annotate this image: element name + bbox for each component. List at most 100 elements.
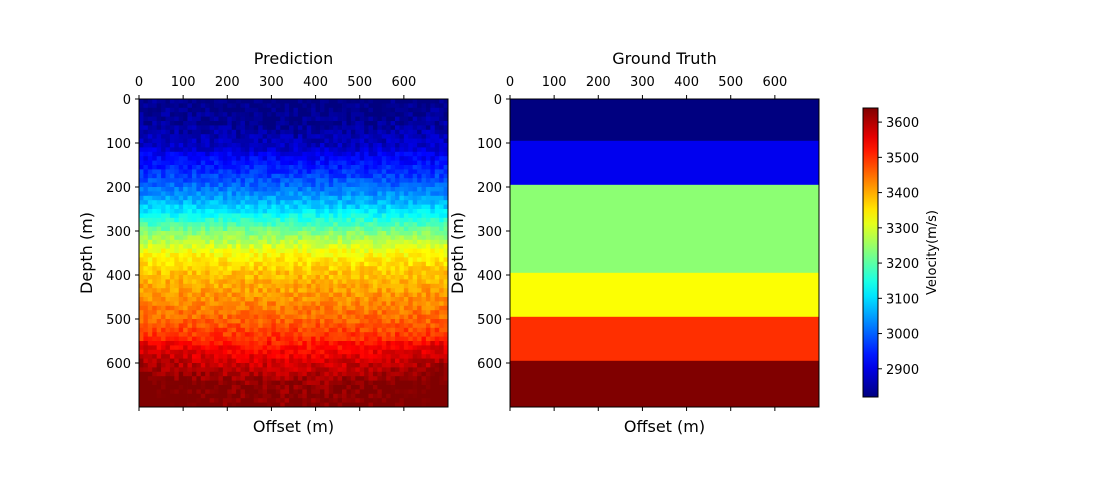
heatmap-cell [390, 332, 396, 337]
heatmap-cell [267, 156, 272, 161]
heatmap-cell [439, 147, 444, 153]
heatmap-cell [200, 99, 206, 104]
heatmap-cell [165, 279, 171, 285]
heatmap-cell [209, 151, 215, 157]
heatmap-cell [430, 349, 436, 355]
heatmap-cell [227, 147, 233, 153]
heatmap-cell [200, 244, 206, 249]
heatmap-cell [311, 253, 316, 258]
heatmap-cell [253, 134, 259, 139]
heatmap-cell [342, 200, 347, 205]
heatmap-cell [342, 239, 347, 245]
heatmap-cell [386, 332, 392, 337]
heatmap-cell [262, 107, 268, 113]
heatmap-cell [319, 217, 325, 223]
heatmap-cell [333, 160, 339, 166]
heatmap-cell [227, 125, 233, 131]
heatmap-cell [408, 393, 414, 399]
heatmap-cell [209, 261, 215, 267]
heatmap-cell [289, 200, 294, 205]
heatmap-cell [147, 297, 153, 302]
heatmap-cell [324, 402, 330, 408]
heatmap-cell [178, 204, 184, 210]
heatmap-cell [249, 191, 255, 197]
heatmap-cell [319, 354, 325, 359]
heatmap-cell [209, 160, 215, 166]
heatmap-cell [408, 173, 414, 179]
heatmap-cell [231, 402, 237, 408]
heatmap-cell [342, 182, 347, 188]
heatmap-cell [284, 323, 290, 329]
heatmap-cell [377, 266, 383, 271]
heatmap-cell [161, 222, 166, 227]
heatmap-cell [350, 358, 356, 364]
heatmap-cell [342, 257, 347, 263]
heatmap-cell [196, 173, 202, 179]
heatmap-cell [156, 121, 162, 126]
heatmap-cell [249, 371, 255, 377]
heatmap-cell [421, 99, 427, 104]
heatmap-cell [430, 187, 436, 192]
heatmap-cell [377, 261, 383, 267]
heatmap-cell [364, 129, 369, 135]
heatmap-cell [412, 253, 418, 258]
heatmap-cell [297, 204, 303, 210]
heatmap-cell [395, 376, 400, 381]
heatmap-cell [293, 213, 299, 219]
heatmap-cell [200, 279, 206, 285]
heatmap-cell [236, 349, 241, 355]
heatmap-cell [434, 151, 440, 157]
heatmap-cell [258, 389, 263, 395]
heatmap-cell [200, 156, 206, 161]
heatmap-cell [434, 138, 440, 144]
heatmap-cell [143, 270, 149, 276]
heatmap-cell [421, 239, 427, 245]
heatmap-cell [289, 367, 294, 373]
heatmap-cell [196, 178, 202, 183]
heatmap-cell [425, 129, 431, 135]
heatmap-cell [174, 371, 180, 377]
heatmap-cell [359, 261, 365, 267]
heatmap-cell [227, 209, 233, 214]
heatmap-cell [253, 292, 259, 298]
heatmap-cell [306, 116, 312, 122]
heatmap-cell [187, 319, 193, 324]
heatmap-cell [227, 173, 233, 179]
heatmap-cell [222, 349, 228, 355]
heatmap-cell [236, 107, 241, 113]
heatmap-cell [443, 253, 449, 258]
heatmap-cell [169, 389, 175, 395]
heatmap-cell [412, 398, 418, 403]
heatmap-cell [355, 143, 361, 148]
heatmap-cell [430, 253, 436, 258]
heatmap-cell [253, 209, 259, 214]
heatmap-cell [214, 235, 219, 241]
heatmap-cell [169, 345, 175, 351]
heatmap-cell [421, 261, 427, 267]
heatmap-cell [222, 156, 228, 161]
heatmap-cell [191, 389, 197, 395]
heatmap-cell [377, 99, 383, 104]
heatmap-cell [196, 103, 202, 109]
heatmap-cell [306, 292, 312, 298]
heatmap-cell [417, 231, 422, 236]
heatmap-cell [214, 248, 219, 254]
heatmap-cell [359, 402, 365, 408]
heatmap-cell [284, 327, 290, 333]
heatmap-cell [403, 283, 409, 289]
heatmap-cell [271, 261, 277, 267]
heatmap-cell [364, 266, 369, 271]
heatmap-cell [143, 367, 149, 373]
heatmap-cell [302, 349, 308, 355]
heatmap-cell [240, 116, 246, 122]
heatmap-cell [280, 217, 286, 223]
heatmap-cell [240, 389, 246, 395]
heatmap-cell [359, 301, 365, 307]
heatmap-cell [240, 327, 246, 333]
heatmap-cell [425, 151, 431, 157]
heatmap-cell [227, 354, 233, 359]
heatmap-cell [439, 323, 444, 329]
heatmap-cell [425, 160, 431, 166]
heatmap-cell [209, 327, 215, 333]
heatmap-cell [284, 367, 290, 373]
